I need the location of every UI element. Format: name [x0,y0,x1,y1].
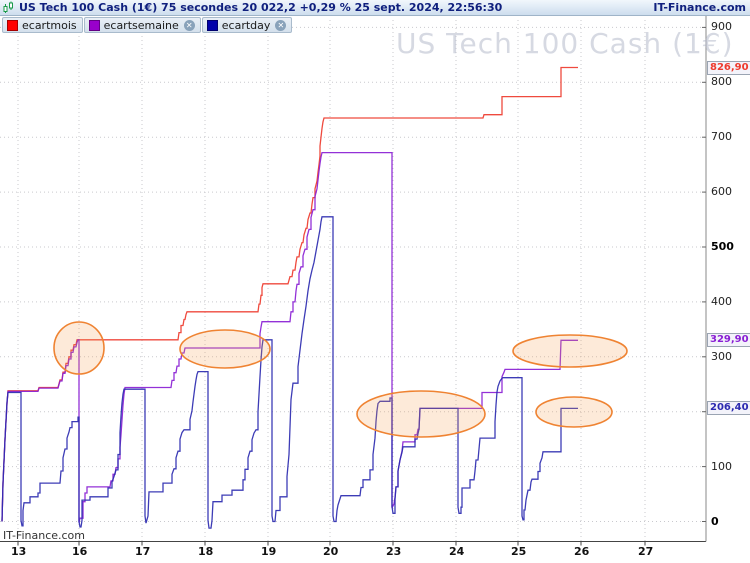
x-axis-label: 13 [11,545,27,558]
legend-chip-ecartmois[interactable]: ecartmois [2,17,83,33]
series-line-ecartday [1,216,578,529]
current-price-tag-ecartmois: 826,90 [707,60,750,75]
x-axis-label: 18 [198,545,214,558]
highlight-ellipse-annotation [356,390,486,438]
current-price-tag-ecartsemaine: 329,90 [707,333,750,348]
legend-close-icon[interactable]: ✕ [275,19,287,31]
candles-logo-icon [2,1,15,14]
titlebar-brand-link[interactable]: IT-Finance.com [653,1,746,14]
series-line-ecartmois [1,66,578,522]
legend-label: ecartmois [22,18,77,32]
x-axis-label: 24 [449,545,465,558]
y-axis-label: 700 [711,130,732,144]
footer-brand: IT-Finance.com [3,529,85,542]
x-axis-label: 16 [72,545,88,558]
y-axis-label: 800 [711,75,732,89]
legend-chip-ecartsemaine[interactable]: ecartsemaine ✕ [83,17,201,33]
x-axis-label: 19 [261,545,277,558]
y-axis-label: 600 [711,185,732,199]
legend-label: ecartday [221,18,271,32]
current-price-tag-ecartday: 206,40 [707,401,750,416]
legend-color-swatch [206,19,218,31]
highlight-ellipse-annotation [535,396,613,428]
y-axis-label: 300 [711,349,732,363]
highlight-ellipse-annotation [512,334,628,368]
x-axis-label: 26 [574,545,590,558]
y-axis-label: 900 [711,20,732,34]
x-axis-label: 20 [323,545,339,558]
y-axis-label: 400 [711,294,732,308]
title-bar: US Tech 100 Cash (1€) 75 secondes 20 022… [0,0,750,16]
x-axis-label: 25 [511,545,527,558]
legend-color-swatch [7,19,18,31]
legend-label: ecartsemaine [103,18,179,32]
legend-chip-ecartday[interactable]: ecartday ✕ [201,17,293,33]
indicator-legend: ecartmois ecartsemaine ✕ ecartday ✕ [2,17,293,33]
legend-color-swatch [88,19,100,31]
chart-watermark: US Tech 100 Cash (1€) [396,27,734,60]
y-axis-label: 500 [711,240,734,253]
x-axis-label: 27 [638,545,654,558]
instrument-title: US Tech 100 Cash (1€) 75 secondes 20 022… [19,1,503,14]
y-axis-label: 0 [711,514,719,528]
x-axis-label: 23 [386,545,402,558]
highlight-ellipse-annotation [179,329,271,369]
legend-close-icon[interactable]: ✕ [183,19,195,31]
highlight-ellipse-annotation [53,321,105,375]
y-axis-label: 100 [711,459,732,473]
x-axis-label: 17 [135,545,151,558]
